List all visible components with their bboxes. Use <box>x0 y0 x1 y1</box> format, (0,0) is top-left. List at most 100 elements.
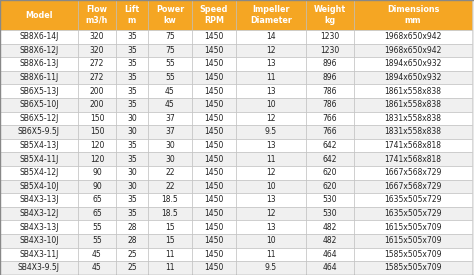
Text: 482: 482 <box>323 223 337 232</box>
Bar <box>0 248 78 261</box>
Bar <box>236 112 306 125</box>
Text: 15: 15 <box>165 223 175 232</box>
Text: 45: 45 <box>92 263 102 273</box>
Text: 1585x505x709: 1585x505x709 <box>384 250 442 259</box>
Bar <box>306 193 354 207</box>
Text: 766: 766 <box>323 114 337 123</box>
Text: 35: 35 <box>127 196 137 205</box>
Bar <box>306 112 354 125</box>
Bar <box>148 139 192 152</box>
Text: 28: 28 <box>127 236 137 245</box>
Bar <box>192 166 236 180</box>
Text: 12: 12 <box>266 209 276 218</box>
Bar <box>306 234 354 248</box>
Bar <box>116 166 148 180</box>
Text: 1450: 1450 <box>204 32 224 41</box>
Bar <box>306 166 354 180</box>
Bar <box>0 234 78 248</box>
Text: 464: 464 <box>323 250 337 259</box>
Bar <box>0 44 78 57</box>
Bar <box>236 98 306 112</box>
Text: 55: 55 <box>165 59 175 68</box>
Text: 35: 35 <box>127 209 137 218</box>
Bar <box>306 248 354 261</box>
Bar <box>148 193 192 207</box>
Bar <box>192 139 236 152</box>
Bar <box>236 84 306 98</box>
Bar <box>192 44 236 57</box>
Bar <box>354 139 472 152</box>
Bar <box>0 180 78 193</box>
Bar <box>116 220 148 234</box>
Bar <box>354 44 472 57</box>
Text: SB5X4-11J: SB5X4-11J <box>19 155 59 164</box>
Bar <box>116 44 148 57</box>
Bar <box>0 30 78 44</box>
Text: Weight
kg: Weight kg <box>314 5 346 25</box>
Bar <box>354 261 472 275</box>
Bar <box>192 207 236 220</box>
Bar <box>78 193 116 207</box>
Text: SB4X3-9.5J: SB4X3-9.5J <box>18 263 60 273</box>
Text: 620: 620 <box>323 168 337 177</box>
Text: 35: 35 <box>127 155 137 164</box>
Bar <box>236 152 306 166</box>
Bar <box>306 207 354 220</box>
Bar <box>116 234 148 248</box>
Text: 11: 11 <box>266 155 276 164</box>
Bar <box>192 0 236 30</box>
Text: SB4X3-13J: SB4X3-13J <box>19 196 59 205</box>
Text: SB6X5-10J: SB6X5-10J <box>19 100 59 109</box>
Text: SB8X6-14J: SB8X6-14J <box>19 32 59 41</box>
Bar <box>78 248 116 261</box>
Text: 28: 28 <box>127 223 137 232</box>
Text: 14: 14 <box>266 32 276 41</box>
Text: 22: 22 <box>165 168 175 177</box>
Text: 464: 464 <box>323 263 337 273</box>
Bar <box>236 207 306 220</box>
Text: 272: 272 <box>90 59 104 68</box>
Bar <box>148 98 192 112</box>
Bar <box>0 112 78 125</box>
Text: 30: 30 <box>127 114 137 123</box>
Bar <box>306 152 354 166</box>
Bar <box>148 248 192 261</box>
Bar <box>116 125 148 139</box>
Text: Lift
m: Lift m <box>125 5 139 25</box>
Text: 1741x568x818: 1741x568x818 <box>384 141 441 150</box>
Bar <box>354 125 472 139</box>
Text: 1450: 1450 <box>204 128 224 136</box>
Bar <box>236 139 306 152</box>
Text: 10: 10 <box>266 182 276 191</box>
Bar <box>0 71 78 84</box>
Text: Speed
RPM: Speed RPM <box>200 5 228 25</box>
Bar <box>0 0 78 30</box>
Text: 1615x505x709: 1615x505x709 <box>384 223 442 232</box>
Bar <box>236 180 306 193</box>
Text: Dimensions
mm: Dimensions mm <box>387 5 439 25</box>
Text: 1635x505x729: 1635x505x729 <box>384 196 442 205</box>
Bar <box>148 125 192 139</box>
Bar <box>116 139 148 152</box>
Bar <box>354 220 472 234</box>
Text: 11: 11 <box>266 250 276 259</box>
Text: 896: 896 <box>323 73 337 82</box>
Text: 15: 15 <box>165 236 175 245</box>
Bar <box>354 84 472 98</box>
Bar <box>236 234 306 248</box>
Text: 1968x650x942: 1968x650x942 <box>384 46 442 55</box>
Text: 37: 37 <box>165 128 175 136</box>
Text: 150: 150 <box>90 114 104 123</box>
Bar <box>78 139 116 152</box>
Text: 1450: 1450 <box>204 73 224 82</box>
Text: 75: 75 <box>165 32 175 41</box>
Text: 25: 25 <box>127 263 137 273</box>
Bar <box>236 248 306 261</box>
Bar <box>236 57 306 71</box>
Text: 642: 642 <box>323 155 337 164</box>
Bar <box>0 193 78 207</box>
Bar <box>78 0 116 30</box>
Text: 1450: 1450 <box>204 114 224 123</box>
Bar <box>192 57 236 71</box>
Text: 13: 13 <box>266 223 276 232</box>
